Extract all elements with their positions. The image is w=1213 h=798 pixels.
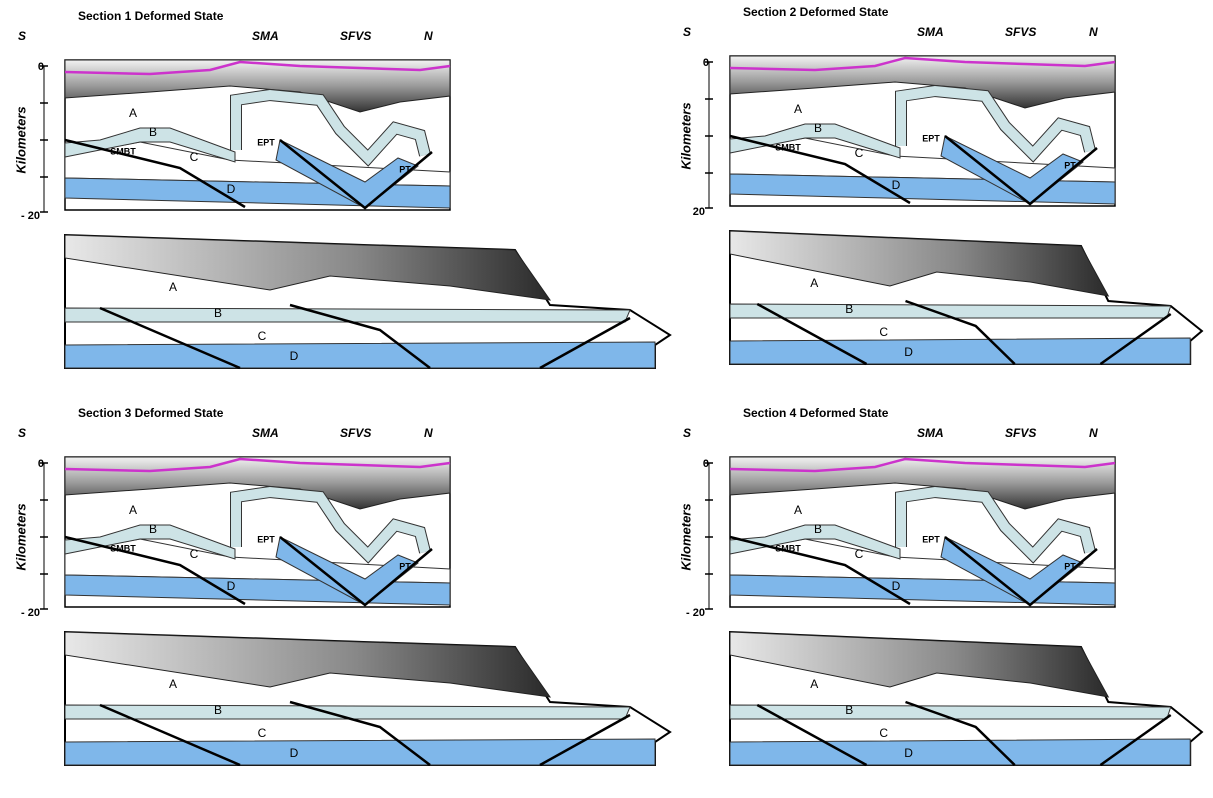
axis-label: Kilometers [678, 503, 693, 570]
tick-label: - 20 [686, 607, 705, 619]
layer-label: D [227, 182, 236, 196]
layer-label: B [149, 125, 157, 139]
tick-label: 0 [38, 61, 44, 73]
section-title: Section 1 Deformed State [78, 9, 224, 23]
layer-label: B [814, 121, 822, 135]
layer-label: D [904, 746, 913, 760]
layer-label: D [290, 349, 299, 363]
direction-south: S [18, 426, 26, 440]
layer-label: SMBT [775, 543, 801, 553]
tick-label: 0 [703, 57, 709, 69]
layer-label: EPT [257, 137, 275, 147]
direction-south: S [683, 426, 691, 440]
direction-south: S [683, 25, 691, 39]
layer-d [65, 342, 655, 368]
tick-label: - 20 [21, 607, 40, 619]
layer-label: A [169, 677, 177, 691]
layer-label: C [258, 329, 267, 343]
sfvs-label: SFVS [340, 29, 371, 43]
cross-section: Section 4 Deformed State S SMA SFVS N Kilomet… [678, 406, 1201, 765]
section-title: Section 3 Deformed State [78, 406, 224, 420]
layer-label: D [290, 746, 299, 760]
layer-label: A [169, 280, 177, 294]
layer-label: B [214, 703, 222, 717]
layer-label: A [810, 677, 818, 691]
layer-label: A [794, 102, 802, 116]
direction-north: N [1089, 25, 1098, 39]
page: {"sections": [ {"title": "Section 1 Defo… [0, 0, 1213, 793]
cross-section: Section 2 Deformed State S SMA SFVS N Kilomet… [678, 5, 1201, 364]
cross-section: Section 1 Deformed State S SMA SFVS N Kilomet… [13, 9, 670, 368]
layer-label: A [129, 106, 137, 120]
layer-label: C [879, 726, 888, 740]
layer-label: C [190, 547, 199, 561]
layer-label: A [794, 503, 802, 517]
layer-label: B [214, 306, 222, 320]
layer-label: C [855, 146, 864, 160]
section-title: Section 2 Deformed State [743, 5, 889, 19]
direction-north: N [424, 426, 433, 440]
direction-south: S [18, 29, 26, 43]
tick-label: - 20 [21, 210, 40, 222]
axis-label: Kilometers [678, 102, 693, 169]
layer-label: PT [1064, 561, 1076, 571]
layer-label: SMBT [110, 543, 136, 553]
layer-label: A [810, 276, 818, 290]
layer-d [65, 739, 655, 765]
direction-north: N [1089, 426, 1098, 440]
layer-label: SMBT [775, 142, 801, 152]
layer-label: C [258, 726, 267, 740]
axis-label: Kilometers [13, 106, 28, 173]
sma-label: SMA [252, 426, 279, 440]
layer-label: D [892, 178, 901, 192]
layer-label: B [845, 302, 853, 316]
layer-label: B [845, 703, 853, 717]
layer-d [730, 739, 1190, 765]
layer-label: PT [399, 561, 411, 571]
layer-d [730, 338, 1190, 364]
layer-label: D [904, 345, 913, 359]
sfvs-label: SFVS [1005, 25, 1036, 39]
section-title: Section 4 Deformed State [743, 406, 889, 420]
layer-label: SMBT [110, 146, 136, 156]
layer-label: PT [399, 164, 411, 174]
layer-label: EPT [922, 133, 940, 143]
layer-label: B [149, 522, 157, 536]
tick-label: 0 [703, 458, 709, 470]
layer-label: D [227, 579, 236, 593]
axis-label: Kilometers [13, 503, 28, 570]
layer-label: C [879, 325, 888, 339]
sfvs-label: SFVS [340, 426, 371, 440]
direction-north: N [424, 29, 433, 43]
sma-label: SMA [917, 426, 944, 440]
layer-label: PT [1064, 160, 1076, 170]
tick-label: 20 [693, 206, 705, 218]
figure: Section 1 Deformed State S SMA SFVS N Kilomet… [0, 0, 1213, 793]
sma-label: SMA [917, 25, 944, 39]
cross-section: Section 3 Deformed State S SMA SFVS N Kilomet… [13, 406, 670, 765]
layer-label: A [129, 503, 137, 517]
sma-label: SMA [252, 29, 279, 43]
layer-label: D [892, 579, 901, 593]
sfvs-label: SFVS [1005, 426, 1036, 440]
layer-label: EPT [922, 534, 940, 544]
layer-label: EPT [257, 534, 275, 544]
tick-label: 0 [38, 458, 44, 470]
layer-label: C [855, 547, 864, 561]
layer-label: C [190, 150, 199, 164]
layer-label: B [814, 522, 822, 536]
